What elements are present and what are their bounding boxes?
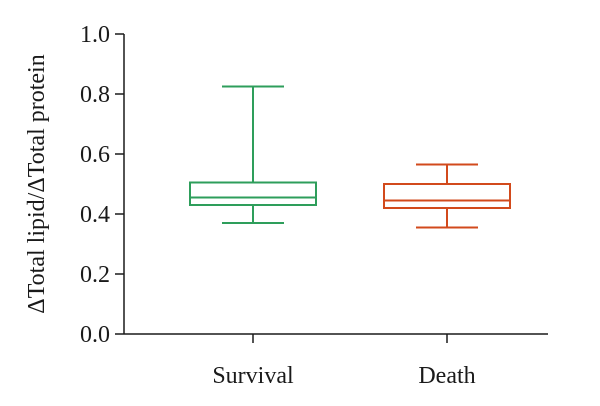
y-axis-title: ΔTotal lipid/ΔTotal protein [24,54,50,313]
x-category-label: Survival [212,363,294,389]
y-tick-label: 0.4 [80,202,110,228]
box-survival [189,85,317,224]
y-tick-label: 0.6 [80,142,110,168]
box-death [383,163,511,229]
plot-area [189,85,511,229]
x-category-label: Death [418,363,475,389]
iqr-box [189,181,317,206]
x-axis: Survival Death [124,333,548,389]
y-tick-label: 0.0 [80,322,110,348]
y-axis: 0.0 0.2 0.4 0.6 0.8 1.0 [80,22,125,348]
y-tick-label: 1.0 [80,22,110,48]
y-tick-label: 0.8 [80,82,110,108]
iqr-box [383,183,511,209]
y-tick-label: 0.2 [80,262,110,288]
